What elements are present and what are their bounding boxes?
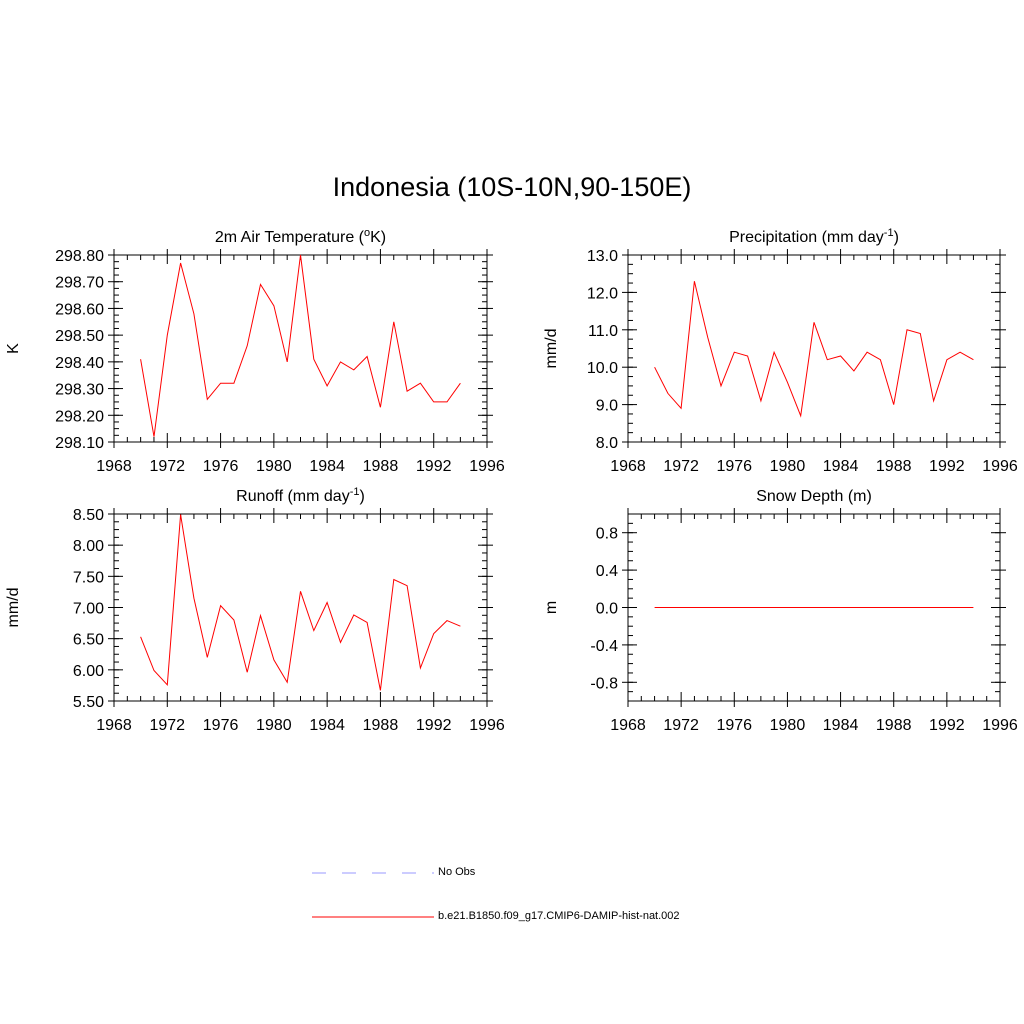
runoff-y-tick-label: 7.50 <box>73 569 104 586</box>
snow-depth-x-tick-label: 1980 <box>770 717 806 734</box>
snow-depth-y-tick-label: -0.8 <box>590 675 618 692</box>
air-temperature-y-tick-label: 298.60 <box>55 301 104 318</box>
air-temperature-y-tick-label: 298.20 <box>55 408 104 425</box>
precipitation-x-tick-label: 1984 <box>823 458 859 475</box>
air-temperature-x-tick-label: 1972 <box>149 458 185 475</box>
snow-depth-x-tick-label: 1996 <box>982 717 1018 734</box>
air-temperature-x-tick-label: 1976 <box>203 458 239 475</box>
snow-depth-x-tick-label: 1988 <box>876 717 912 734</box>
runoff-y-tick-label: 7.00 <box>73 601 104 618</box>
snow-depth-y-tick-label: 0.8 <box>596 526 618 543</box>
precipitation-x-tick-label: 1972 <box>663 458 699 475</box>
precipitation-x-tick-label: 1992 <box>929 458 965 475</box>
air-temperature-x-tick-label: 1980 <box>256 458 292 475</box>
precipitation-x-tick-label: 1980 <box>770 458 806 475</box>
runoff-y-tick-label: 5.50 <box>73 694 104 711</box>
precipitation-plot-frame <box>627 254 1001 443</box>
legend-label-model: b.e21.B1850.f09_g17.CMIP6-DAMIP-hist-nat… <box>438 910 680 922</box>
runoff-y-tick-label: 6.00 <box>73 663 104 680</box>
runoff-y-tick-label: 6.50 <box>73 632 104 649</box>
air-temperature-x-tick-label: 1992 <box>416 458 452 475</box>
precipitation-x-tick-label: 1996 <box>982 458 1018 475</box>
runoff-y-axis-label: mm/d <box>5 588 22 628</box>
air-temperature-y-tick-label: 298.10 <box>55 435 104 452</box>
figure-title: Indonesia (10S-10N,90-150E) <box>332 172 692 202</box>
snow-depth-y-tick-label: -0.4 <box>590 638 618 655</box>
air-temperature-x-tick-label: 1996 <box>469 458 505 475</box>
precipitation-y-tick-label: 11.0 <box>588 323 618 340</box>
air-temperature-y-tick-label: 298.40 <box>55 355 104 372</box>
snow-depth-panel-title: Snow Depth (m) <box>756 488 872 505</box>
precipitation-series-line <box>654 281 974 418</box>
runoff-panel-title: Runoff (mm day-1) <box>236 486 365 505</box>
snow-depth-x-tick-label: 1968 <box>610 717 646 734</box>
air-temperature-x-tick-label: 1988 <box>363 458 399 475</box>
air-temperature-y-axis-label: K <box>5 343 22 354</box>
snow-depth-x-tick-label: 1992 <box>929 717 965 734</box>
runoff-x-tick-label: 1988 <box>363 717 399 734</box>
air-temperature-plot-frame <box>113 254 488 443</box>
precipitation-panel-title: Precipitation (mm day-1) <box>729 227 899 246</box>
runoff-y-tick-label: 8.50 <box>73 507 104 524</box>
precipitation-x-tick-label: 1988 <box>876 458 912 475</box>
runoff-x-tick-label: 1968 <box>96 717 132 734</box>
precipitation-x-tick-label: 1968 <box>610 458 646 475</box>
precipitation-y-tick-label: 10.0 <box>587 360 618 377</box>
air-temperature-panel-title: 2m Air Temperature (oK) <box>215 227 386 246</box>
air-temperature-y-tick-label: 298.80 <box>55 248 104 265</box>
precipitation-y-tick-label: 8.0 <box>596 435 618 452</box>
runoff-x-tick-label: 1984 <box>309 717 345 734</box>
air-temperature-y-tick-label: 298.30 <box>55 382 104 399</box>
air-temperature-y-tick-label: 298.50 <box>55 328 104 345</box>
air-temperature-y-tick-label: 298.70 <box>55 275 104 292</box>
runoff-x-tick-label: 1976 <box>203 717 239 734</box>
runoff-series-line <box>140 514 461 691</box>
snow-depth-y-tick-label: 0.4 <box>596 563 618 580</box>
snow-depth-y-axis-label: m <box>543 601 560 614</box>
precipitation-x-tick-label: 1976 <box>716 458 752 475</box>
air-temperature-x-tick-label: 1984 <box>309 458 345 475</box>
runoff-plot-frame <box>113 513 488 702</box>
precipitation-y-tick-label: 12.0 <box>587 285 618 302</box>
snow-depth-x-tick-label: 1984 <box>823 717 859 734</box>
legend-label-no-obs: No Obs <box>438 866 476 878</box>
precipitation-y-axis-label: mm/d <box>543 329 560 369</box>
runoff-x-tick-label: 1972 <box>149 717 185 734</box>
air-temperature-x-tick-label: 1968 <box>96 458 132 475</box>
snow-depth-x-tick-label: 1972 <box>663 717 699 734</box>
precipitation-y-tick-label: 9.0 <box>596 398 618 415</box>
snow-depth-y-tick-label: 0.0 <box>596 601 618 618</box>
runoff-x-tick-label: 1996 <box>469 717 505 734</box>
air-temperature-series-line <box>140 254 461 437</box>
runoff-x-tick-label: 1980 <box>256 717 292 734</box>
runoff-y-tick-label: 8.00 <box>73 538 104 555</box>
legend-swatches <box>312 872 434 918</box>
snow-depth-x-tick-label: 1976 <box>716 717 752 734</box>
precipitation-y-tick-label: 13.0 <box>587 248 618 265</box>
runoff-x-tick-label: 1992 <box>416 717 452 734</box>
